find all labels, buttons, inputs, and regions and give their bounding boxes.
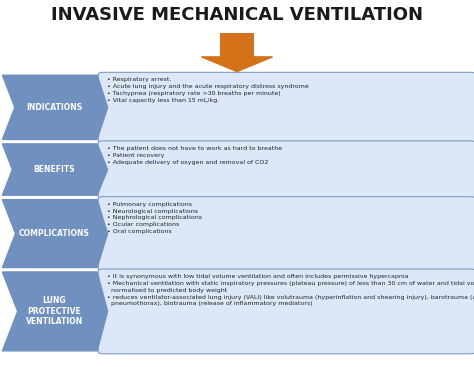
FancyBboxPatch shape [98,269,474,354]
Text: • It is synonymous with low tidal volume ventilation and often includes permissi: • It is synonymous with low tidal volume… [107,274,474,306]
Polygon shape [2,144,108,195]
Text: • The patient does not have to work as hard to breathe
• Patient recovery
• Adeq: • The patient does not have to work as h… [107,146,282,165]
FancyBboxPatch shape [220,33,254,57]
Text: COMPLICATIONS: COMPLICATIONS [19,229,90,238]
Text: INVASIVE MECHANICAL VENTILATION: INVASIVE MECHANICAL VENTILATION [51,6,423,23]
FancyBboxPatch shape [98,72,474,142]
Polygon shape [2,272,108,351]
Polygon shape [2,200,108,268]
Polygon shape [2,75,108,139]
Text: • Pulmonary complications
• Neurological complications
• Nephrological complicat: • Pulmonary complications • Neurological… [107,202,201,234]
Text: • Respiratory arrest.
• Acute lung injury and the acute respiratory distress syn: • Respiratory arrest. • Acute lung injur… [107,77,309,103]
Text: INDICATIONS: INDICATIONS [27,103,82,112]
Polygon shape [201,57,273,72]
Text: LUNG
PROTECTIVE
VENTILATION: LUNG PROTECTIVE VENTILATION [26,297,83,326]
Text: BENEFITS: BENEFITS [34,165,75,174]
FancyBboxPatch shape [98,197,474,270]
FancyBboxPatch shape [98,141,474,198]
